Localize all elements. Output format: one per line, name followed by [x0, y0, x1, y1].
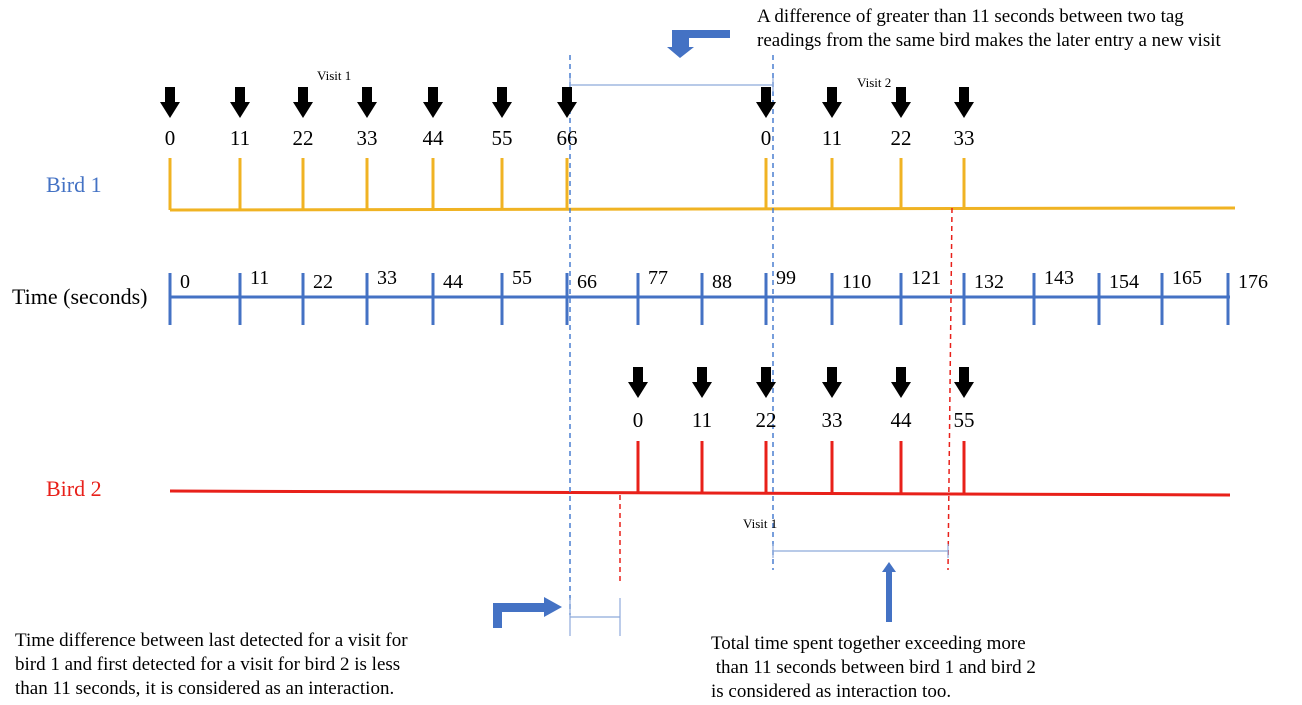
bird2-reading-label: 55	[954, 408, 975, 432]
bird1-timeline	[169, 206, 1236, 212]
axis-tick-label: 88	[712, 271, 732, 293]
bottom-right-annotation: Total time spent together exceeding more…	[711, 632, 1036, 704]
axis-tick-label: 44	[443, 271, 463, 293]
bird2-reading-label: 44	[891, 408, 913, 432]
bird2-timeline	[169, 489, 1231, 497]
annotation-line: readings from the same bird makes the la…	[757, 30, 1221, 51]
axis-tick-label: 143	[1044, 267, 1074, 289]
axis-tick-label: 33	[377, 267, 397, 289]
axis-tick-label: 176	[1238, 271, 1268, 293]
bent-arrow-down-left-icon	[667, 30, 730, 58]
time-axis-label: Time (seconds)	[12, 284, 147, 309]
bird1-reading-label: 66	[557, 126, 578, 150]
axis-tick-label: 0	[180, 271, 190, 293]
bent-arrow-right-icon	[493, 597, 562, 628]
bird1-reading-label: 44	[423, 126, 445, 150]
up-arrow-icon	[882, 562, 896, 622]
down-arrow-icon	[230, 87, 250, 118]
down-arrow-icon	[357, 87, 377, 118]
bird1-reading-label: 33	[954, 126, 975, 150]
down-arrow-icon	[954, 87, 974, 118]
axis-tick-label: 11	[250, 267, 269, 289]
bird2-reading-label: 0	[633, 408, 644, 432]
time-axis-ticks: 0 11 22 33 44 55 66 77 88 99 110 121 132 143 154 165 176	[168, 267, 1268, 325]
overlap-bracket	[772, 544, 949, 558]
down-arrow-icon	[822, 367, 842, 398]
bird2-readings: 0 11 22 33 44 55	[628, 367, 975, 493]
annotation-line: A difference of greater than 11 seconds …	[757, 6, 1184, 27]
axis-tick-label: 154	[1109, 271, 1139, 293]
bird1-reading-label: 22	[891, 126, 912, 150]
annotation-line: bird 1 and first detected for a visit fo…	[15, 654, 401, 675]
visit-gap-bracket	[569, 78, 774, 92]
down-arrow-icon	[954, 367, 974, 398]
down-arrow-icon	[822, 87, 842, 118]
bird1-reading-label: 55	[492, 126, 513, 150]
axis-tick-label: 99	[776, 267, 796, 289]
down-arrow-icon	[756, 367, 776, 398]
overlap-end-guide	[947, 207, 953, 571]
bird1-reading-label: 0	[761, 126, 772, 150]
bird1-readings: 0 11 22 33 44 55 66 0 11 22 33	[160, 87, 975, 210]
bird1-visit2-label: Visit 2	[857, 75, 891, 90]
down-arrow-icon	[423, 87, 443, 118]
bird1-label: Bird 1	[46, 172, 102, 197]
annotation-line: Time difference between last detected fo…	[15, 630, 408, 651]
down-arrow-icon	[160, 87, 180, 118]
bird2-reading-label: 33	[822, 408, 843, 432]
axis-tick-label: 55	[512, 267, 532, 289]
annotation-line: than 11 seconds between bird 1 and bird …	[711, 657, 1036, 678]
interaction-gap-bracket	[569, 598, 621, 636]
axis-tick-label: 110	[842, 271, 871, 293]
down-arrow-icon	[557, 87, 577, 118]
axis-tick-label: 132	[974, 271, 1004, 293]
bird1-reading-label: 11	[822, 126, 842, 150]
axis-tick-label: 66	[577, 271, 597, 293]
axis-tick-label: 22	[313, 271, 333, 293]
down-arrow-icon	[756, 87, 776, 118]
bird2-visit1-label: Visit 1	[743, 516, 777, 531]
top-annotation: A difference of greater than 11 seconds …	[757, 5, 1221, 53]
annotation-line: is considered as interaction too.	[711, 681, 952, 702]
down-arrow-icon	[492, 87, 512, 118]
bird1-visit1-label: Visit 1	[317, 68, 351, 83]
down-arrow-icon	[891, 87, 911, 118]
down-arrow-icon	[891, 367, 911, 398]
down-arrow-icon	[692, 367, 712, 398]
axis-tick-label: 121	[911, 267, 941, 289]
bird1-reading-label: 0	[165, 126, 176, 150]
bird2-reading-label: 11	[692, 408, 712, 432]
down-arrow-icon	[628, 367, 648, 398]
bird1-reading-label: 11	[230, 126, 250, 150]
annotation-line: Total time spent together exceeding more	[711, 633, 1026, 654]
bird2-reading-label: 22	[756, 408, 777, 432]
bottom-left-annotation: Time difference between last detected fo…	[15, 629, 408, 701]
axis-tick-label: 165	[1172, 267, 1202, 289]
down-arrow-icon	[293, 87, 313, 118]
bird2-label: Bird 2	[46, 476, 102, 501]
axis-tick-label: 77	[648, 267, 668, 289]
bird1-reading-label: 22	[293, 126, 314, 150]
bird1-reading-label: 33	[357, 126, 378, 150]
annotation-line: than 11 seconds, it is considered as an …	[15, 678, 395, 699]
